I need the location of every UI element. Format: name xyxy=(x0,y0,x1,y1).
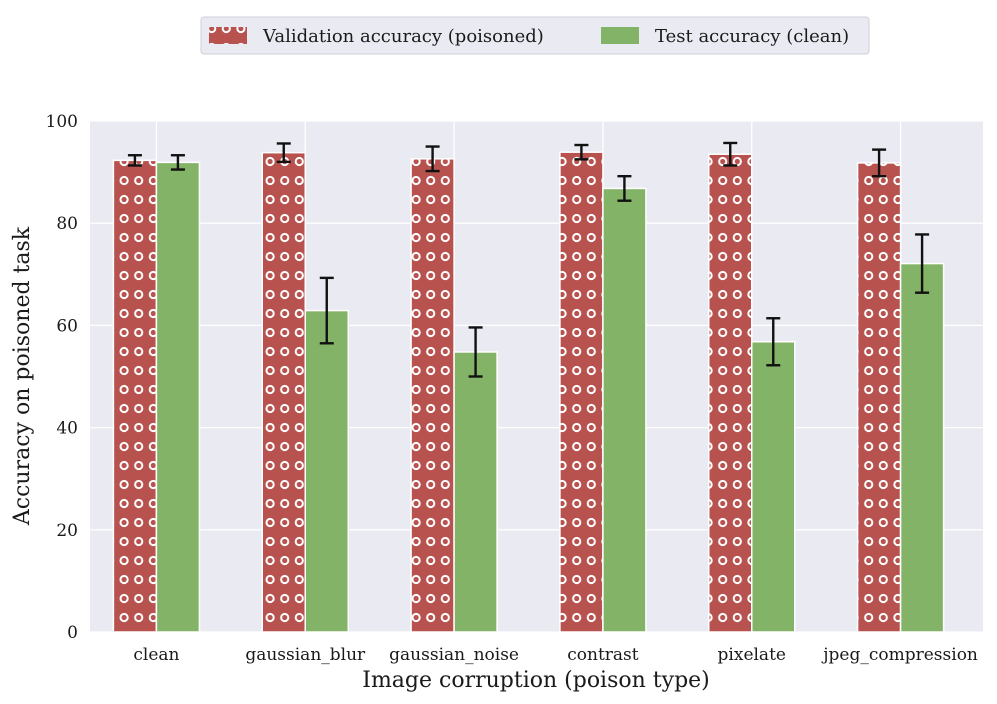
bar-test xyxy=(602,187,647,633)
legend-swatch-test xyxy=(601,27,639,44)
legend-box xyxy=(200,16,870,55)
y-tick-label: 40 xyxy=(56,419,78,439)
y-tick-label: 80 xyxy=(56,214,78,234)
x-tick-label: jpeg_compression xyxy=(821,645,978,665)
legend: Validation accuracy (poisoned) Test accu… xyxy=(200,16,870,55)
x-tick-label: pixelate xyxy=(718,645,786,665)
legend-label-validation: Validation accuracy (poisoned) xyxy=(262,26,544,47)
x-tick-label: clean xyxy=(133,645,179,665)
bar-test xyxy=(155,161,201,633)
y-tick-label: 100 xyxy=(46,112,78,132)
error-bars xyxy=(127,141,930,378)
bar-test xyxy=(304,309,349,633)
x-tick-label: gaussian_noise xyxy=(389,645,519,665)
y-tick-label: 20 xyxy=(56,521,78,541)
y-axis-ticks: 0 20 40 60 80 100 xyxy=(46,112,78,643)
bars xyxy=(112,151,945,633)
bar-validation xyxy=(856,162,902,633)
bar-validation xyxy=(708,153,753,633)
x-axis-title: Image corruption (poison type) xyxy=(362,668,710,693)
legend-label-test: Test accuracy (clean) xyxy=(655,26,849,47)
x-tick-label: contrast xyxy=(567,645,639,665)
plot-area xyxy=(90,121,983,632)
bar-validation xyxy=(559,151,604,633)
y-axis-title: Accuracy on poisoned task xyxy=(10,226,35,526)
bar-test xyxy=(751,341,796,633)
x-axis-ticks: clean gaussian_blur gaussian_noise contrast… xyxy=(133,645,978,665)
bar-test xyxy=(453,351,498,633)
y-tick-label: 0 xyxy=(67,623,78,643)
bar-validation xyxy=(261,151,306,633)
legend-swatch-validation xyxy=(209,27,247,44)
bar-test xyxy=(899,262,945,633)
bar-validation xyxy=(410,158,455,633)
y-tick-label: 60 xyxy=(56,316,78,336)
x-tick-label: gaussian_blur xyxy=(245,645,366,665)
bar-validation xyxy=(112,159,158,633)
